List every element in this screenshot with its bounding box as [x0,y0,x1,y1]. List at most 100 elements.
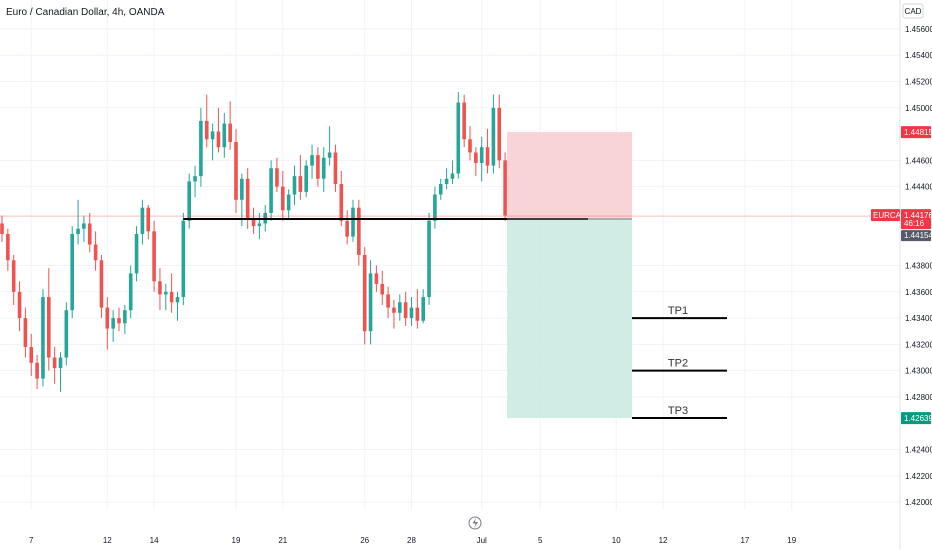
symbol-tag: EURCAD [871,209,907,222]
candle-body [310,155,314,166]
candle-body [164,291,168,295]
entry-price-tag: 1.44154 [901,230,932,242]
candle-body [503,160,507,216]
currency-label: CAD [905,7,922,16]
candle-body [41,297,45,379]
take-profit-zone[interactable] [507,218,632,419]
candle-body [433,194,437,221]
candle-body [351,207,355,237]
candle-body [82,223,86,229]
candle-body [52,357,57,369]
time-tick-label: 26 [360,536,369,545]
candle-body [234,141,238,200]
candle-body [327,152,332,158]
candle-body [111,318,115,329]
candle-body [87,223,92,245]
candle-body [468,139,472,153]
candle-body [70,233,74,311]
price-tick-label: 1.45400 [905,51,932,60]
candle-body [485,147,490,166]
svg-text:EURCAD: EURCAD [873,211,907,220]
candle-body [386,294,390,308]
chart-title: Euro / Canadian Dollar, 4h, OANDA [6,7,165,18]
candle-body [292,176,297,195]
price-tick-label: 1.43200 [905,340,932,349]
candle-body [99,260,104,308]
candle-body [368,273,373,332]
price-tick-label: 1.43400 [905,314,932,323]
price-tick-label: 1.43800 [905,262,932,271]
candle-body [35,362,39,379]
candle-body [169,291,174,303]
candle-body [251,218,256,227]
candle-body [479,147,484,163]
price-tick-label: 1.42200 [905,472,932,481]
svg-text:1.44154: 1.44154 [904,231,932,240]
time-tick-label: 14 [150,536,159,545]
price-tick-label: 1.44600 [905,156,932,165]
price-tick-label: 1.43600 [905,288,932,297]
candle-body [374,273,379,284]
candle-body [444,178,449,185]
time-tick-label: 28 [407,536,416,545]
candle-body [193,176,197,182]
tp1-label: TP1 [668,305,688,317]
candle-body [415,307,420,321]
candle-body [11,260,16,292]
candle-body [181,220,186,298]
last-price-tag: 1.44176 46:16 [901,209,932,230]
candle-body [316,155,320,179]
tp2-label: TP2 [668,358,688,370]
candle-body [6,233,10,261]
candle-body [392,307,396,313]
candle-body [140,207,145,234]
candle-body [29,347,34,363]
price-tick-label: 1.42400 [905,446,932,455]
price-axis[interactable]: 1.45600 1.45400 1.45200 1.45000 1.44600 1.444… [905,25,932,507]
time-tick-label: 12 [103,536,112,545]
candle-body [199,120,203,177]
candle-body [210,131,215,140]
candle-body [152,231,156,282]
price-tick-label: 1.45200 [905,77,932,86]
candle-body [403,302,408,319]
candle-body [64,310,69,358]
candle-body [286,194,291,211]
candle-body [0,223,4,234]
time-axis[interactable]: 7 12 14 19 21 26 28 Jul 5 10 12 17 19 [29,536,797,545]
candle-body [497,107,502,161]
grid [0,0,900,510]
lightning-circle-icon[interactable] [468,516,482,530]
candle-body [275,168,279,187]
candle-body [269,168,273,213]
candle-body [438,184,443,195]
candle-body [333,152,338,185]
candle-body [421,297,425,321]
candle-body [175,297,180,303]
stop-loss-zone[interactable] [507,132,632,219]
candle-body [398,302,402,313]
time-tick-label: 19 [232,536,241,545]
currency-button[interactable] [902,3,924,19]
candle-body [23,318,28,348]
candle-body [245,178,250,219]
candle-body [216,131,221,148]
candle-body [228,123,232,142]
candle-body [450,173,455,179]
candle-body [134,233,139,274]
candle-body [362,255,367,332]
candle-body [123,310,127,324]
candle-body [345,220,349,237]
time-tick-label: 10 [612,536,621,545]
candle-body [409,307,414,319]
candle-body [17,291,22,319]
candle-body [281,186,285,211]
time-tick-label: 5 [538,536,543,545]
time-tick-label: 19 [787,536,796,545]
price-tick-label: 1.42000 [905,498,932,507]
candle-body [187,181,191,221]
price-tick-label: 1.45000 [905,104,932,113]
candle-body [456,102,461,174]
